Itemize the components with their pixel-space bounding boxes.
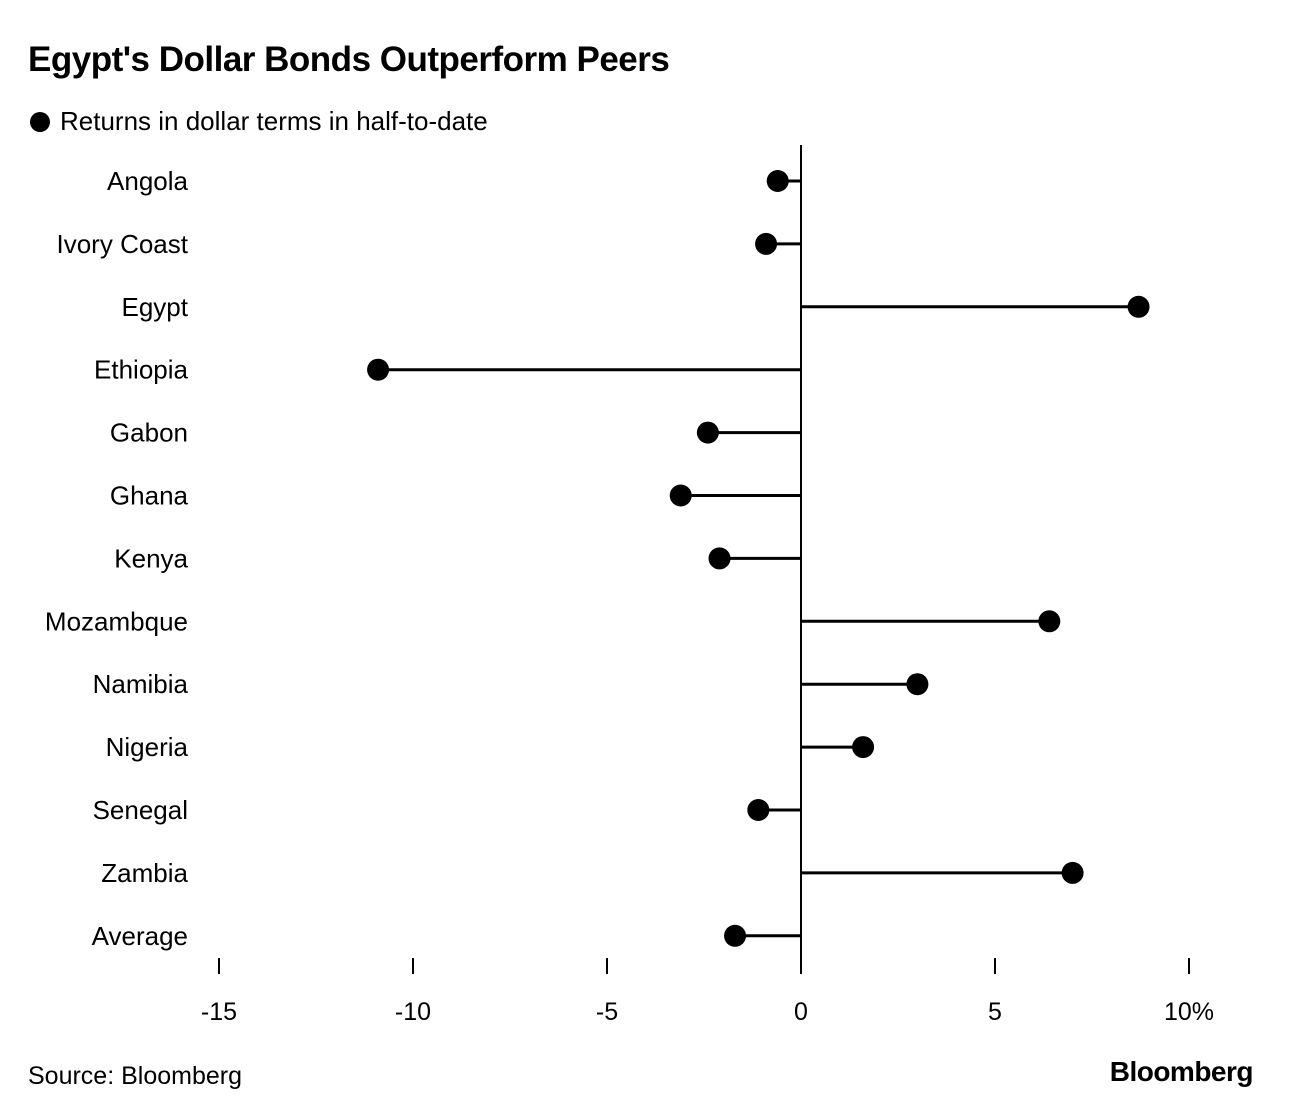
- x-tick-label: 5: [988, 998, 1002, 1026]
- category-label: Zambia: [101, 858, 188, 888]
- lollipop-marker: [696, 421, 719, 444]
- category-label: Ivory Coast: [57, 229, 189, 259]
- lollipop-marker: [747, 799, 770, 821]
- category-label: Egypt: [122, 292, 189, 322]
- legend-label: Returns in dollar terms in half-to-date: [60, 106, 488, 136]
- lollipop-marker: [708, 547, 731, 570]
- category-label: Namibia: [93, 669, 189, 699]
- category-label: Angola: [107, 166, 188, 196]
- category-label: Average: [92, 921, 188, 951]
- x-tick-label: -10: [395, 998, 431, 1026]
- lollipop-marker: [755, 232, 778, 255]
- category-label: Gabon: [110, 418, 188, 448]
- lollipop-marker: [852, 736, 875, 759]
- category-label: Mozambque: [45, 606, 188, 636]
- lollipop-marker: [1127, 295, 1150, 318]
- x-tick-label: 10%: [1164, 998, 1214, 1026]
- category-label: Kenya: [114, 543, 188, 573]
- source-note: Source: Bloomberg: [28, 1062, 243, 1090]
- lollipop-marker: [367, 358, 390, 381]
- bloomberg-logo: Bloomberg: [1109, 1056, 1254, 1087]
- legend-marker: [30, 111, 50, 132]
- chart-title: Egypt's Dollar Bonds Outperform Peers: [28, 40, 670, 79]
- x-tick-label: -5: [596, 998, 618, 1026]
- category-label: Ethiopia: [94, 355, 188, 385]
- lollipop-marker: [906, 673, 929, 696]
- lollipop-marker: [1061, 861, 1084, 884]
- category-label: Senegal: [93, 795, 188, 825]
- category-label: Ghana: [110, 481, 189, 511]
- lollipop-marker: [766, 170, 789, 192]
- lollipop-marker: [1038, 610, 1061, 633]
- x-tick-label: 0: [794, 998, 808, 1026]
- x-tick-label: -15: [201, 998, 237, 1026]
- lollipop-marker: [669, 484, 692, 507]
- legend: Returns in dollar terms in half-to-date: [30, 106, 488, 137]
- lollipop-marker: [724, 924, 747, 947]
- category-label: Nigeria: [106, 732, 189, 762]
